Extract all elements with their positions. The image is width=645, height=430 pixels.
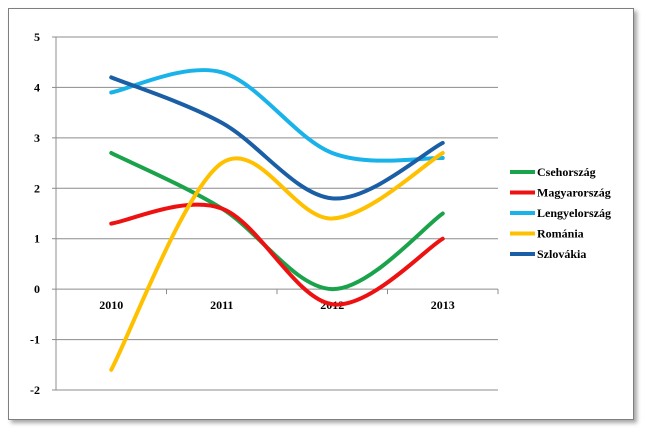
- y-tick-label: 5: [34, 30, 40, 44]
- y-tick-label: 3: [34, 131, 40, 145]
- legend-label: Románia: [537, 227, 584, 241]
- series-line-2: [109, 202, 445, 307]
- series-layer: [109, 68, 445, 372]
- legend-label: Magyarország: [537, 186, 611, 200]
- x-tick-label: 2011: [210, 298, 233, 312]
- y-tick-label: 0: [34, 282, 40, 296]
- series-line-3: [109, 68, 445, 163]
- series-line-4: [109, 150, 445, 372]
- y-tick-label: -2: [30, 383, 40, 397]
- legend-label: Lengyelország: [537, 206, 611, 220]
- legend: Csehország Magyarország Lengyelország Román…: [510, 165, 611, 261]
- series-line-5: [109, 75, 445, 201]
- legend-label: Csehország: [537, 165, 596, 179]
- y-tick-label: 4: [34, 80, 40, 94]
- y-tick-label: 2: [34, 181, 40, 195]
- series-line-1: [109, 150, 445, 292]
- y-tick-label: -1: [30, 333, 40, 347]
- y-tick-label: 1: [34, 232, 40, 246]
- x-tick-label: 2010: [99, 298, 123, 312]
- chart-frame: -2 -1 0 1 2 3 4 5 2010 2011 2012 2013 Csehország Mag…: [8, 8, 634, 420]
- x-tick-label: 2013: [431, 298, 455, 312]
- legend-label: Szlovákia: [537, 247, 586, 261]
